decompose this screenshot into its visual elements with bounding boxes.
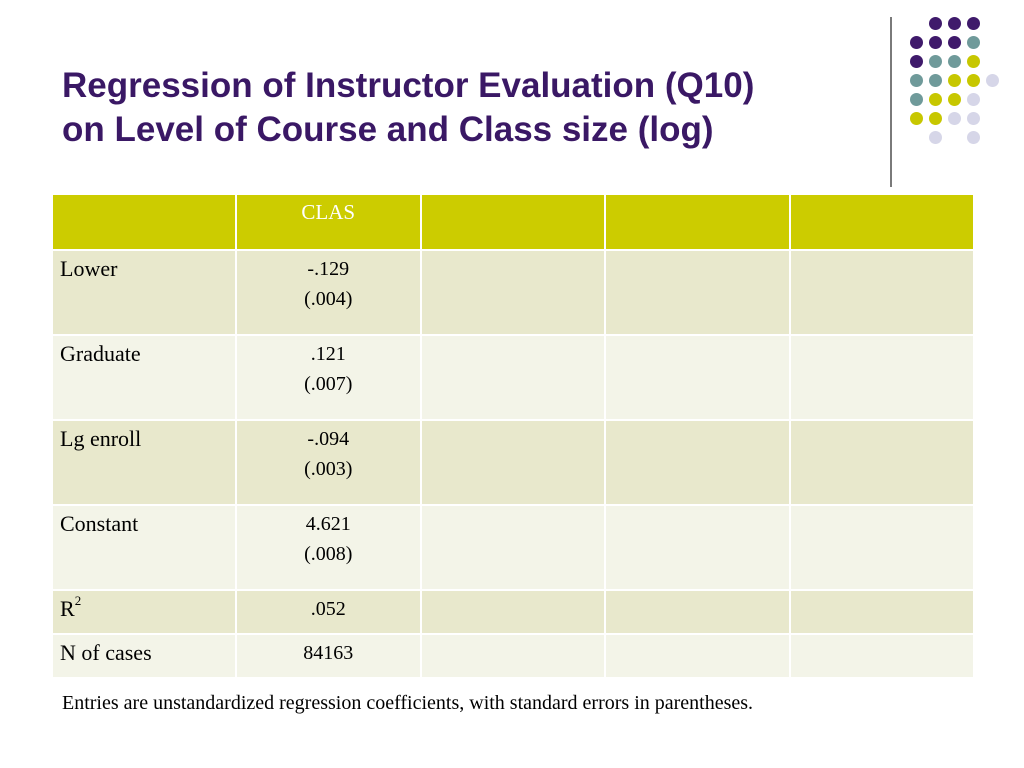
n-cases-value: 84163	[235, 633, 422, 679]
coefficient-value: -.129	[307, 258, 350, 280]
header-cell-empty	[604, 193, 791, 251]
r-squared-value: .052	[235, 589, 422, 635]
decorative-dot	[910, 74, 923, 87]
decorative-dot	[967, 17, 980, 30]
header-cell-clas: CLAS	[235, 193, 422, 251]
decorative-dot	[929, 93, 942, 106]
decorative-dot	[967, 93, 980, 106]
coefficient-cell: 4.621 (.008)	[235, 504, 422, 591]
coefficient-cell: -.129 (.004)	[235, 249, 422, 336]
standard-error-value: (.004)	[304, 288, 353, 310]
empty-cell	[419, 249, 606, 336]
slide-title-line-2: on Level of Course and Class size (log)	[62, 110, 714, 149]
slide-title: Regression of Instructor Evaluation (Q10…	[62, 64, 882, 152]
decorative-dot	[948, 17, 961, 30]
empty-cell	[788, 419, 975, 506]
table-row-graduate: Graduate .121 (.007)	[51, 334, 975, 421]
empty-cell	[788, 633, 975, 679]
header-cell-blank	[51, 193, 237, 251]
decorative-dot	[948, 74, 961, 87]
row-label: Constant	[51, 504, 237, 591]
decorative-dot	[910, 112, 923, 125]
row-label: Graduate	[51, 334, 237, 421]
empty-cell	[604, 334, 791, 421]
standard-error-value: (.007)	[304, 373, 353, 395]
header-cell-empty	[788, 193, 975, 251]
r-label: R	[60, 596, 75, 621]
empty-cell	[604, 249, 791, 336]
empty-cell	[604, 589, 791, 635]
decorative-dot	[967, 36, 980, 49]
empty-cell	[419, 589, 606, 635]
decorative-dot	[929, 131, 942, 144]
decorative-dot	[967, 55, 980, 68]
decorative-dot	[929, 17, 942, 30]
decorative-dot	[948, 112, 961, 125]
empty-cell	[788, 249, 975, 336]
decorative-dot	[929, 112, 942, 125]
r-superscript: 2	[74, 593, 82, 608]
standard-error-value: (.003)	[304, 458, 353, 480]
header-cell-empty	[419, 193, 606, 251]
title-divider	[890, 17, 892, 187]
regression-table: CLAS Lower -.129 (.004) Graduate .1	[51, 193, 975, 679]
table-footnote: Entries are unstandardized regression co…	[62, 692, 754, 714]
row-label: N of cases	[51, 633, 237, 679]
decorative-dot	[929, 74, 942, 87]
table-row-constant: Constant 4.621 (.008)	[51, 504, 975, 591]
empty-cell	[788, 334, 975, 421]
empty-cell	[419, 334, 606, 421]
table-header-row: CLAS	[51, 193, 975, 251]
coefficient-value: 4.621	[305, 513, 351, 535]
row-label: Lg enroll	[51, 419, 237, 506]
row-label-r-squared: R2	[51, 589, 237, 635]
empty-cell	[419, 633, 606, 679]
coefficient-cell: -.094 (.003)	[235, 419, 422, 506]
empty-cell	[604, 633, 791, 679]
decorative-dot	[967, 112, 980, 125]
regression-table-container: CLAS Lower -.129 (.004) Graduate .1	[51, 193, 975, 679]
decorative-dot	[986, 74, 999, 87]
coefficient-value: -.094	[307, 428, 350, 450]
coefficient-value: .121	[310, 343, 346, 365]
empty-cell	[419, 504, 606, 591]
empty-cell	[788, 589, 975, 635]
empty-cell	[419, 419, 606, 506]
decorative-dot	[910, 55, 923, 68]
table-row-r-squared: R2 .052	[51, 589, 975, 635]
decorative-dot	[929, 55, 942, 68]
decorative-dot	[910, 93, 923, 106]
empty-cell	[604, 504, 791, 591]
table-row-lower: Lower -.129 (.004)	[51, 249, 975, 336]
decorative-dot	[967, 74, 980, 87]
decorative-dot	[910, 36, 923, 49]
decorative-dot	[929, 36, 942, 49]
empty-cell	[604, 419, 791, 506]
decorative-dot	[967, 131, 980, 144]
empty-cell	[788, 504, 975, 591]
coefficient-cell: .121 (.007)	[235, 334, 422, 421]
row-label: Lower	[51, 249, 237, 336]
decorative-dot	[948, 36, 961, 49]
decorative-dot	[948, 55, 961, 68]
slide-title-line-1: Regression of Instructor Evaluation (Q10…	[62, 66, 755, 105]
table-row-lg-enroll: Lg enroll -.094 (.003)	[51, 419, 975, 506]
standard-error-value: (.008)	[304, 543, 353, 565]
table-row-n-cases: N of cases 84163	[51, 633, 975, 679]
decorative-dot	[948, 93, 961, 106]
